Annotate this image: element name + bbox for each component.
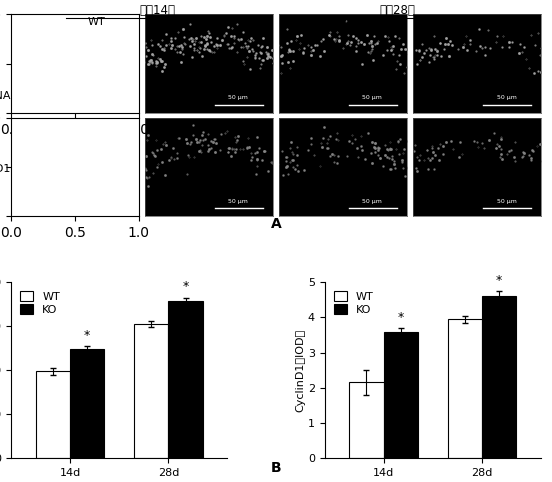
Bar bbox=[168, 301, 203, 458]
Text: *: * bbox=[496, 274, 502, 287]
Text: 术后28天: 术后28天 bbox=[380, 4, 415, 17]
Text: WT: WT bbox=[339, 16, 357, 27]
Bar bbox=[134, 324, 168, 458]
Text: 50 μm: 50 μm bbox=[94, 199, 114, 203]
Bar bbox=[482, 296, 516, 458]
Text: WT: WT bbox=[88, 16, 105, 27]
Text: *: * bbox=[182, 281, 189, 294]
Bar bbox=[384, 332, 418, 458]
Bar bbox=[36, 371, 70, 458]
Text: *: * bbox=[398, 311, 404, 324]
Text: 术后14天: 术后14天 bbox=[139, 4, 176, 17]
Text: 50 μm: 50 μm bbox=[363, 95, 383, 100]
Text: PCNA: PCNA bbox=[0, 92, 11, 101]
Legend: WT, KO: WT, KO bbox=[17, 288, 63, 319]
Text: KO: KO bbox=[197, 16, 212, 27]
Legend: WT, KO: WT, KO bbox=[330, 288, 377, 319]
Text: 50 μm: 50 μm bbox=[497, 95, 517, 100]
Text: CyclinD1: CyclinD1 bbox=[0, 164, 11, 174]
Bar bbox=[349, 382, 384, 458]
Text: 50 μm: 50 μm bbox=[94, 95, 114, 100]
Text: B: B bbox=[270, 460, 282, 475]
Text: *: * bbox=[84, 329, 91, 342]
Text: 50 μm: 50 μm bbox=[229, 199, 248, 203]
Text: KO: KO bbox=[456, 16, 471, 27]
Text: A: A bbox=[270, 217, 282, 231]
Text: 50 μm: 50 μm bbox=[497, 199, 517, 203]
Text: 50 μm: 50 μm bbox=[229, 95, 248, 100]
Y-axis label: CyclinD1（IOD）: CyclinD1（IOD） bbox=[295, 329, 305, 412]
Bar bbox=[70, 349, 104, 458]
Text: 50 μm: 50 μm bbox=[363, 199, 383, 203]
Bar bbox=[448, 319, 482, 458]
